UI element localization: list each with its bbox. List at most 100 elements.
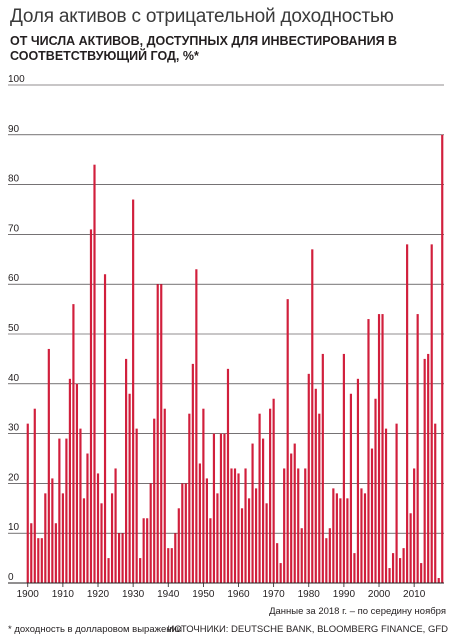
bar-2013: [423, 358, 426, 583]
bar-1911: [65, 438, 68, 583]
bar-chart: 0 10 20 30 40 50 60 70 80 90 100 1900 1910 1920 1930 19…: [8, 74, 444, 600]
bar-1943: [177, 508, 180, 583]
x-tick-label: 1960: [227, 589, 250, 600]
bar-2004: [391, 553, 395, 583]
bar-1963: [247, 498, 251, 583]
bar-2006: [399, 558, 402, 583]
bar-1983: [318, 413, 321, 583]
bar-1998: [370, 448, 374, 583]
bar-1935: [149, 483, 152, 583]
bar-1934: [146, 518, 149, 583]
bar-2000: [377, 314, 381, 583]
bar-1938: [160, 284, 163, 583]
bar-1913: [72, 304, 75, 583]
bar-1980: [307, 373, 310, 583]
bar-2001: [381, 314, 384, 583]
bar-1981: [311, 249, 314, 583]
bar-2015: [430, 244, 433, 584]
bar-1925: [114, 468, 117, 583]
bar-1922: [103, 274, 107, 583]
bar-1905: [44, 493, 47, 583]
bar-2018: [441, 134, 444, 584]
bar-1958: [230, 468, 233, 583]
chart-title: Доля активов с отрицательной доходностью: [10, 6, 394, 27]
bar-1933: [142, 518, 145, 583]
bar-1920: [96, 473, 100, 583]
bar-1942: [174, 533, 177, 583]
sources: ИСТОЧНИКИ: DEUTSCHE BANK, BLOOMBERG FINA…: [167, 624, 448, 635]
bar-2002: [384, 428, 388, 583]
bar-1904: [40, 538, 43, 583]
bar-2007: [402, 548, 405, 583]
bar-1909: [58, 438, 61, 583]
bar-1931: [135, 428, 138, 583]
bar-1951: [205, 478, 208, 583]
bar-1903: [37, 538, 40, 583]
x-tick-label: 1980: [298, 589, 321, 600]
bar-1997: [367, 319, 370, 583]
bar-1985: [325, 538, 328, 583]
y-tick-label: 10: [8, 522, 20, 533]
bar-1995: [360, 488, 363, 583]
bar-1947: [191, 363, 194, 583]
bar-2012: [420, 563, 423, 583]
y-tick-label: 30: [8, 423, 20, 434]
bar-1990: [342, 353, 345, 583]
bar-1957: [226, 368, 230, 583]
bar-2017: [437, 578, 440, 583]
bar-1953: [212, 433, 216, 583]
bar-1926: [118, 533, 121, 583]
bar-1950: [202, 408, 205, 583]
bar-2003: [388, 568, 391, 583]
bar-1979: [304, 468, 307, 583]
y-tick-label: 90: [8, 124, 20, 135]
bar-1987: [332, 488, 335, 583]
y-tick-label: 50: [8, 323, 20, 334]
bar-1914: [75, 383, 79, 583]
bar-2008: [406, 244, 409, 584]
bar-1962: [244, 468, 247, 583]
chart-subtitle: ОТ ЧИСЛА АКТИВОВ, ДОСТУПНЫХ ДЛЯ ИНВЕСТИР…: [10, 34, 398, 63]
bar-2014: [427, 353, 430, 583]
bar-1932: [139, 558, 142, 583]
bar-1928: [125, 358, 128, 583]
x-tick-label: 1900: [17, 589, 40, 600]
x-tick-label: 1910: [52, 589, 75, 600]
bar-1988: [335, 493, 338, 583]
bar-2016: [434, 423, 437, 583]
bar-1994: [356, 378, 360, 583]
bar-1901: [30, 523, 33, 583]
bar-1954: [216, 493, 219, 583]
bar-1955: [219, 433, 223, 583]
bar-1993: [353, 553, 356, 583]
y-tick-label: 0: [8, 572, 14, 583]
bar-1974: [286, 299, 289, 583]
bar-1918: [89, 229, 93, 584]
x-tick-label: 1970: [263, 589, 286, 600]
axes: 0 10 20 30 40 50 60 70 80 90 100 1900 1910 1920 1930 19…: [8, 74, 444, 600]
y-tick-label: 100: [8, 74, 25, 85]
bar-1969: [269, 408, 272, 583]
bar-2009: [409, 513, 412, 583]
bar-1978: [300, 528, 303, 583]
bar-1977: [297, 468, 300, 583]
x-tick-label: 1950: [192, 589, 215, 600]
y-tick-label: 70: [8, 223, 20, 234]
bar-1976: [293, 443, 296, 583]
bar-1959: [233, 468, 237, 583]
x-tick-label: 2000: [368, 589, 391, 600]
bar-1919: [93, 164, 96, 583]
bar-1927: [121, 533, 124, 583]
bar-1986: [328, 528, 331, 583]
bar-1966: [258, 413, 261, 583]
bar-1960: [237, 473, 240, 583]
bar-1967: [262, 438, 265, 583]
bars: [26, 134, 444, 584]
bar-1975: [290, 453, 293, 583]
bar-1984: [321, 353, 324, 583]
bar-1907: [51, 478, 54, 583]
bar-1956: [223, 433, 226, 583]
bar-1945: [184, 483, 187, 583]
bar-1989: [339, 498, 342, 583]
footnote: * доходность в долларовом выражении: [8, 624, 183, 635]
